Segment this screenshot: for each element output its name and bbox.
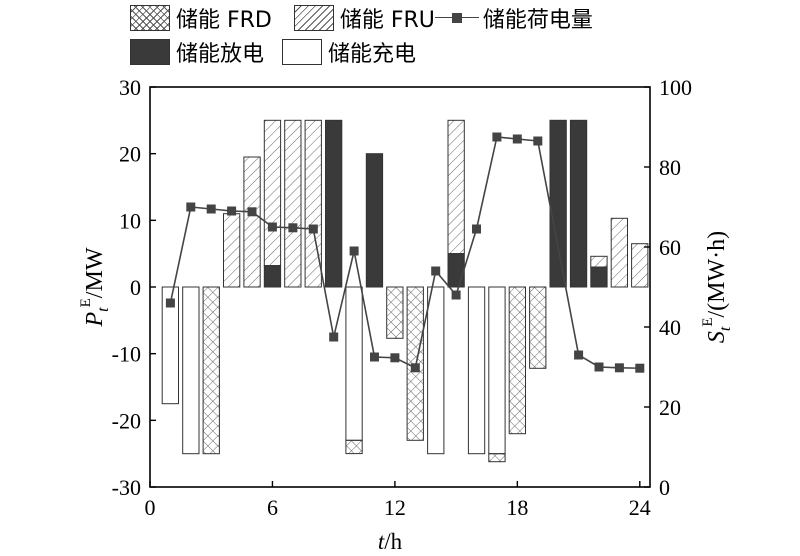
soc-point: [206, 204, 216, 214]
discharge-bar: [325, 119, 343, 288]
fru-bar: [263, 119, 282, 267]
soc-line-layer: [165, 132, 645, 373]
bar-layer: [161, 119, 649, 463]
soc-point: [410, 363, 420, 373]
x-tick-label: 18: [506, 495, 528, 520]
legend-label-discharge: 储能放电: [176, 42, 265, 67]
frd-bar: [488, 453, 506, 463]
legend-swatch-soc: [434, 5, 479, 31]
legend-swatch-fru: [293, 5, 334, 31]
y-left-tick-label: 10: [119, 208, 141, 233]
fru-bar: [304, 119, 322, 288]
y-left-tick-label: 30: [119, 75, 141, 100]
x-axis-label: t/h: [378, 529, 403, 554]
soc-point: [574, 350, 584, 360]
y-right-tick-label: 80: [659, 155, 681, 180]
soc-point: [227, 206, 237, 216]
soc-point: [614, 363, 624, 373]
soc-point: [533, 136, 543, 146]
soc-point: [431, 266, 441, 276]
y-left-axis-label: PtE/MW: [78, 247, 112, 327]
soc-point: [512, 134, 522, 144]
soc-point: [451, 290, 461, 300]
y-left-tick-label: -20: [112, 408, 141, 433]
discharge-bar: [447, 253, 465, 288]
charge-bar: [182, 286, 200, 455]
soc-point: [329, 332, 339, 342]
y-right-axis-label: StE/(MW·h): [700, 231, 734, 343]
legend-label-charge: 储能充电: [328, 42, 417, 67]
soc-point: [472, 224, 481, 234]
soc-point: [288, 223, 298, 233]
frd-bar: [529, 286, 547, 369]
soc-point: [370, 352, 379, 362]
legend-swatch-charge: [282, 39, 323, 65]
y-left-tick-label: 0: [130, 275, 141, 300]
x-tick-label: 0: [145, 495, 156, 520]
y-right-tick-label: 0: [659, 475, 670, 500]
frd-bar: [508, 286, 527, 435]
fru-bar: [631, 243, 649, 288]
discharge-bar: [365, 153, 384, 288]
charge-bar: [467, 286, 486, 455]
y-left-tick-label: -30: [112, 475, 141, 500]
y-right-tick-label: 100: [659, 75, 692, 100]
fru-bar: [590, 255, 608, 268]
fru-bar: [610, 217, 629, 288]
x-tick-label: 6: [267, 495, 278, 520]
fru-bar: [447, 119, 465, 255]
y-left-tick-label: 20: [119, 142, 141, 167]
soc-point: [349, 246, 359, 256]
fru-bar: [243, 156, 261, 288]
charge-bar: [427, 286, 445, 455]
tick-layer: 0 6 12 18 24 -30 -20 -10 0 10 20 30 0 20 40 60 80 100: [112, 75, 692, 520]
soc-point: [308, 224, 318, 234]
y-right-tick-label: 60: [659, 235, 681, 260]
fru-bar: [284, 119, 302, 288]
discharge-bar: [569, 119, 588, 288]
x-tick-label: 24: [629, 495, 651, 520]
legend-label-frd: 储能 FRD: [176, 8, 272, 33]
soc-point: [186, 202, 196, 212]
x-tick-label: 12: [384, 495, 406, 520]
soc-line: [169, 136, 640, 369]
legend-label-fru: 储能 FRU: [339, 8, 435, 33]
y-left-tick-label: -10: [112, 342, 141, 367]
legend-swatch-frd: [130, 5, 170, 31]
fru-bar: [223, 213, 241, 288]
charge-bar: [345, 286, 363, 441]
discharge-bar: [263, 265, 282, 288]
frd-bar: [202, 286, 220, 455]
legend-label-soc: 储能荷电量: [482, 8, 593, 33]
soc-point: [165, 298, 175, 308]
soc-point: [635, 363, 645, 373]
charge-bar: [161, 286, 179, 405]
legend-swatch-discharge: [130, 39, 170, 65]
soc-point: [594, 362, 604, 372]
soc-point: [390, 353, 400, 363]
soc-point: [267, 222, 277, 232]
discharge-bar: [549, 119, 567, 288]
y-right-tick-label: 40: [659, 315, 681, 340]
legend-row-1: 储能 FRD 储能 FRU 储能荷电量: [130, 1, 593, 35]
legend-row-2: 储能放电 储能充电: [130, 35, 416, 69]
soc-point: [492, 132, 502, 142]
frd-bar: [345, 439, 363, 455]
soc-point: [247, 207, 257, 217]
charge-bar: [488, 286, 506, 455]
frd-bar: [386, 286, 404, 339]
discharge-bar: [590, 266, 608, 288]
y-right-tick-label: 20: [659, 395, 681, 420]
